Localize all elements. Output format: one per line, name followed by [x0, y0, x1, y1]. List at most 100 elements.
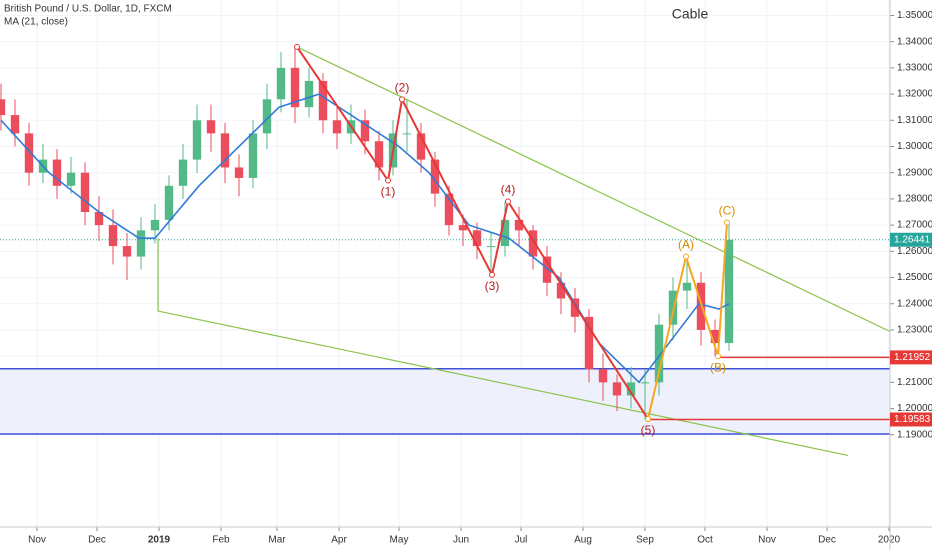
candle-body — [682, 282, 692, 291]
x-tick-label: Apr — [331, 535, 347, 546]
candle-body — [80, 172, 90, 213]
x-tick-label: Jul — [515, 535, 528, 546]
x-tick-label: May — [390, 535, 409, 546]
zone — [0, 368, 890, 434]
candle-body — [402, 133, 412, 135]
y-tick-label: 1.31000 — [897, 115, 932, 126]
candle-body — [612, 382, 622, 396]
candle-body — [626, 382, 636, 396]
candle-body — [542, 256, 552, 283]
candle-body — [52, 159, 62, 186]
wave-label: (C) — [719, 204, 736, 218]
y-tick-label: 1.20000 — [897, 403, 932, 414]
candle-body — [416, 133, 426, 160]
candle-body — [262, 99, 272, 134]
candle-body — [66, 172, 76, 186]
x-tick-label: Jun — [453, 535, 469, 546]
candle-body — [528, 230, 538, 257]
wave-label: (2) — [395, 80, 410, 94]
wave-point — [505, 198, 511, 205]
candle-body — [24, 133, 34, 173]
candle-body — [472, 230, 482, 247]
candle-body — [514, 219, 524, 231]
candle-body — [374, 141, 384, 168]
candle-body — [668, 290, 678, 325]
y-tick-label: 1.28000 — [897, 194, 932, 205]
price-label-bg — [890, 350, 932, 365]
candle-body — [220, 133, 230, 168]
candle-body — [304, 80, 314, 108]
wave-point — [683, 253, 689, 260]
price-label: 1.19583 — [894, 414, 931, 425]
candle-body — [444, 193, 454, 226]
price-label: 1.21952 — [894, 352, 931, 363]
candle-body — [556, 282, 566, 299]
wave-label: (B) — [710, 360, 726, 374]
candle-body — [108, 225, 118, 247]
wave-point — [724, 219, 730, 226]
x-tick-label: Oct — [697, 535, 713, 546]
y-tick-label: 1.21000 — [897, 377, 932, 388]
candle-body — [164, 185, 174, 220]
candle-body — [458, 225, 468, 231]
x-tick-label: Dec — [88, 535, 106, 546]
wave-line — [647, 222, 728, 420]
candle-body — [122, 246, 132, 257]
y-tick-label: 1.30000 — [897, 141, 932, 152]
x-tick-label: Nov — [28, 535, 46, 546]
candle-body — [584, 316, 594, 370]
candle-body — [276, 67, 286, 100]
wave-line — [296, 46, 649, 420]
x-tick-label: 2019 — [148, 535, 171, 546]
candle-body — [94, 212, 104, 226]
candle-body — [206, 120, 216, 134]
trendline — [157, 238, 849, 457]
y-tick-label: 1.23000 — [897, 325, 932, 336]
candle-body — [290, 67, 300, 108]
y-tick-label: 1.19000 — [897, 429, 932, 440]
x-tick-label: Sep — [636, 535, 654, 546]
candle-body — [150, 219, 160, 231]
y-tick-label: 1.33000 — [897, 63, 932, 74]
candle-body — [0, 99, 6, 116]
x-tick-label: 2020 — [878, 535, 901, 546]
wave-label: (4) — [501, 183, 516, 197]
candle-body — [500, 219, 510, 247]
wave-point — [715, 353, 721, 360]
y-tick-label: 1.32000 — [897, 89, 932, 100]
x-tick-label: Dec — [818, 535, 836, 546]
x-tick-label: Nov — [758, 535, 776, 546]
y-tick-label: 1.29000 — [897, 167, 932, 178]
candle-body — [654, 324, 664, 383]
candle-body — [570, 298, 580, 317]
wave-point — [489, 271, 495, 278]
trendline — [296, 46, 891, 333]
price-label-bg — [890, 412, 932, 427]
candle-body — [486, 246, 496, 248]
y-tick-label: 1.35000 — [897, 10, 932, 21]
indicator-legend: MA (21, close) — [4, 17, 68, 28]
candle-body — [192, 120, 202, 160]
y-tick-label: 1.24000 — [897, 298, 932, 309]
price-label-bg — [890, 232, 932, 247]
wave-label: (A) — [678, 238, 694, 252]
chart-title: British Pound / U.S. Dollar, 1D, FXCM — [4, 4, 172, 15]
candle-body — [248, 133, 258, 178]
candle-body — [430, 159, 440, 194]
annotation: Cable — [672, 6, 709, 22]
x-tick-label: Aug — [574, 535, 592, 546]
price-label: 1.26441 — [894, 234, 931, 245]
candle-body — [332, 120, 342, 134]
candle-body — [318, 80, 328, 121]
y-tick-label: 1.26000 — [897, 246, 932, 257]
wave-point — [385, 177, 391, 184]
candle-body — [598, 369, 608, 383]
candle-body — [234, 167, 244, 178]
y-tick-label: 1.27000 — [897, 220, 932, 231]
wave-label: (1) — [381, 185, 396, 199]
x-tick-label: Feb — [212, 535, 230, 546]
candle-body — [360, 120, 370, 142]
wave-label: (5) — [641, 423, 656, 437]
